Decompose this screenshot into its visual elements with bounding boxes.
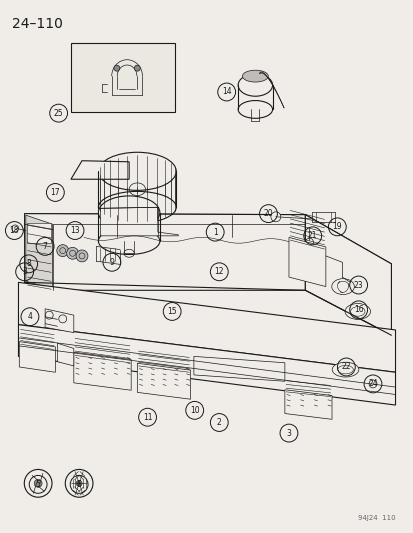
Polygon shape	[19, 282, 394, 372]
Text: 16: 16	[353, 305, 363, 314]
Circle shape	[368, 380, 376, 388]
Polygon shape	[137, 364, 190, 399]
Text: 7: 7	[43, 242, 47, 251]
Text: 14: 14	[221, 87, 231, 96]
Polygon shape	[57, 343, 74, 366]
Circle shape	[57, 245, 69, 256]
Polygon shape	[193, 357, 284, 381]
Circle shape	[66, 247, 78, 259]
Text: 25: 25	[54, 109, 63, 118]
Circle shape	[24, 470, 52, 497]
Text: 22: 22	[341, 362, 350, 372]
Circle shape	[12, 225, 19, 232]
Circle shape	[65, 470, 93, 497]
Text: 18: 18	[9, 226, 19, 235]
Polygon shape	[24, 214, 390, 285]
Circle shape	[114, 65, 119, 71]
Text: 1: 1	[212, 228, 217, 237]
Text: 2: 2	[216, 418, 221, 427]
Polygon shape	[74, 352, 131, 390]
Text: 94J24  110: 94J24 110	[357, 515, 394, 521]
Polygon shape	[284, 390, 331, 419]
Text: 12: 12	[214, 267, 223, 276]
Circle shape	[76, 480, 82, 486]
Text: 20: 20	[263, 209, 273, 218]
Text: 3: 3	[286, 429, 291, 438]
Ellipse shape	[98, 196, 159, 229]
Text: 19: 19	[332, 222, 341, 231]
Text: 13: 13	[70, 226, 80, 235]
Circle shape	[34, 479, 42, 487]
Text: 24: 24	[367, 379, 377, 389]
Polygon shape	[19, 342, 55, 372]
Text: 10: 10	[190, 406, 199, 415]
Ellipse shape	[237, 101, 272, 118]
Text: 8: 8	[26, 260, 31, 268]
Text: 23: 23	[353, 280, 363, 289]
Ellipse shape	[242, 70, 268, 82]
Circle shape	[134, 65, 140, 71]
Polygon shape	[19, 325, 394, 405]
Polygon shape	[24, 214, 305, 290]
Ellipse shape	[344, 303, 370, 319]
Text: 4: 4	[27, 312, 32, 321]
Circle shape	[76, 250, 88, 262]
Text: 24–110: 24–110	[12, 17, 63, 31]
Text: 5: 5	[36, 480, 40, 489]
Text: 17: 17	[50, 188, 60, 197]
Polygon shape	[45, 309, 74, 333]
Polygon shape	[71, 161, 129, 179]
Bar	[27, 223, 51, 243]
Polygon shape	[288, 237, 325, 287]
Polygon shape	[26, 215, 52, 289]
Text: 21: 21	[307, 231, 317, 240]
Text: 11: 11	[142, 413, 152, 422]
Circle shape	[270, 212, 280, 222]
Text: 3: 3	[22, 267, 27, 276]
Text: 6: 6	[76, 480, 81, 489]
Polygon shape	[100, 207, 178, 236]
Text: 15: 15	[167, 307, 176, 316]
Bar	[71, 43, 175, 111]
Polygon shape	[305, 215, 390, 335]
Ellipse shape	[98, 228, 159, 254]
Text: 9: 9	[109, 258, 114, 267]
Ellipse shape	[331, 362, 358, 377]
Circle shape	[305, 238, 313, 246]
